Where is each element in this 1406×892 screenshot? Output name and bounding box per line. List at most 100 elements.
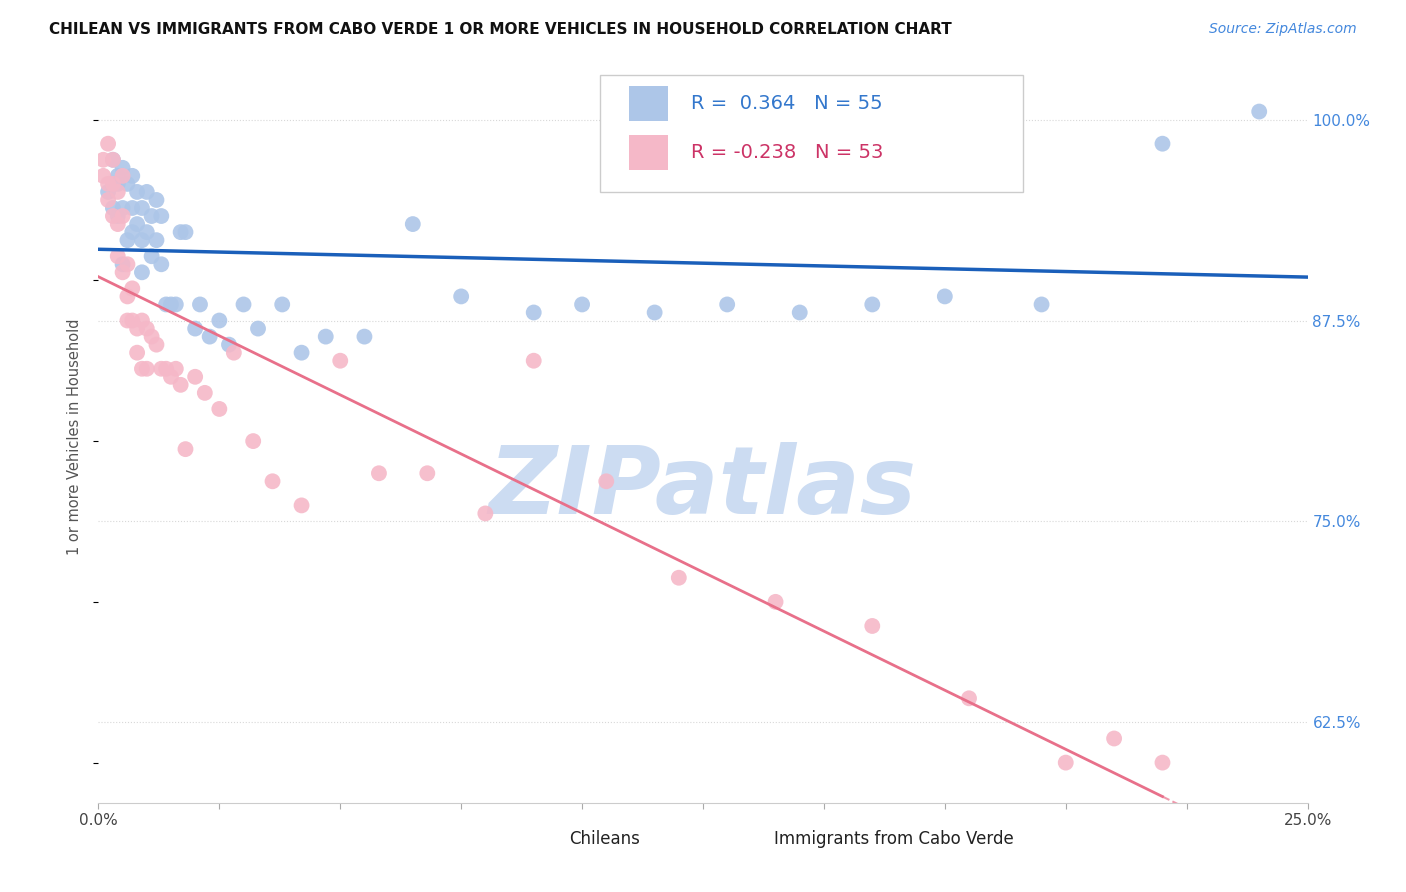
Point (232, 297, 254, 311)
Point (523, 305, 546, 319)
Point (218, 337, 240, 351)
Point (165, 361, 187, 376)
Point (957, 691, 980, 706)
Point (571, 297, 593, 311)
Point (131, 313, 153, 327)
Point (1102, 731, 1125, 746)
Point (402, 217, 425, 231)
Point (145, 337, 167, 351)
Point (1152, 756, 1174, 770)
Point (135, 321, 157, 335)
Point (117, 177, 139, 191)
Point (1054, 756, 1077, 770)
Point (450, 289, 472, 303)
Point (765, 595, 787, 609)
FancyBboxPatch shape (630, 87, 668, 121)
Point (716, 297, 738, 311)
Point (595, 475, 617, 489)
Point (194, 385, 217, 400)
Point (117, 233, 139, 247)
Point (184, 369, 207, 384)
Point (91, 169, 114, 183)
Point (523, 353, 546, 368)
Point (155, 297, 177, 311)
Point (111, 169, 134, 183)
Point (121, 313, 143, 327)
Point (184, 321, 207, 335)
Point (315, 329, 337, 343)
Point (107, 169, 129, 183)
Point (135, 225, 157, 239)
Point (111, 265, 134, 279)
Point (101, 153, 124, 167)
Point (262, 475, 284, 489)
Text: CHILEAN VS IMMIGRANTS FROM CABO VERDE 1 OR MORE VEHICLES IN HOUSEHOLD CORRELATIO: CHILEAN VS IMMIGRANTS FROM CABO VERDE 1 … (49, 22, 952, 37)
Text: R =  0.364   N = 55: R = 0.364 N = 55 (690, 95, 883, 113)
Point (644, 305, 666, 319)
Point (188, 297, 211, 311)
Point (169, 225, 191, 239)
Point (271, 297, 294, 311)
Point (198, 329, 221, 343)
Point (329, 353, 352, 368)
Point (368, 467, 391, 481)
Point (91, 153, 114, 167)
Point (131, 265, 153, 279)
Point (165, 297, 187, 311)
FancyBboxPatch shape (630, 136, 668, 170)
Point (150, 209, 173, 223)
Point (111, 257, 134, 271)
Point (242, 434, 264, 449)
Point (145, 193, 167, 207)
Point (860, 619, 883, 633)
Point (668, 571, 690, 585)
Point (101, 201, 124, 215)
Point (1152, 136, 1174, 151)
Point (141, 249, 163, 263)
Point (101, 209, 124, 223)
Point (131, 361, 153, 376)
Point (127, 217, 149, 231)
Point (97, 136, 120, 151)
Point (127, 345, 149, 359)
Text: R = -0.238   N = 53: R = -0.238 N = 53 (690, 144, 883, 162)
Point (117, 289, 139, 303)
Point (155, 361, 177, 376)
Point (208, 401, 231, 416)
Point (97, 193, 120, 207)
Point (135, 361, 157, 376)
Point (107, 209, 129, 223)
Point (121, 281, 143, 295)
Point (1249, 104, 1271, 119)
Point (789, 305, 811, 319)
Point (416, 467, 439, 481)
Point (107, 217, 129, 231)
Point (290, 345, 312, 359)
Point (121, 201, 143, 215)
Point (1031, 297, 1053, 311)
Point (111, 161, 134, 175)
Point (160, 369, 183, 384)
Point (101, 177, 124, 191)
Point (222, 345, 245, 359)
Point (174, 225, 197, 239)
Point (174, 442, 197, 457)
Point (97, 185, 120, 199)
Point (150, 257, 173, 271)
Point (121, 225, 143, 239)
Point (135, 185, 157, 199)
Point (127, 185, 149, 199)
Point (111, 201, 134, 215)
Point (107, 249, 129, 263)
FancyBboxPatch shape (734, 827, 759, 850)
Point (127, 321, 149, 335)
FancyBboxPatch shape (600, 75, 1024, 192)
Point (169, 377, 191, 392)
Point (474, 507, 496, 521)
Point (117, 257, 139, 271)
Point (160, 297, 183, 311)
Y-axis label: 1 or more Vehicles in Household: 1 or more Vehicles in Household (67, 318, 83, 556)
Text: Immigrants from Cabo Verde: Immigrants from Cabo Verde (775, 830, 1014, 847)
Point (247, 321, 270, 335)
FancyBboxPatch shape (527, 827, 554, 850)
